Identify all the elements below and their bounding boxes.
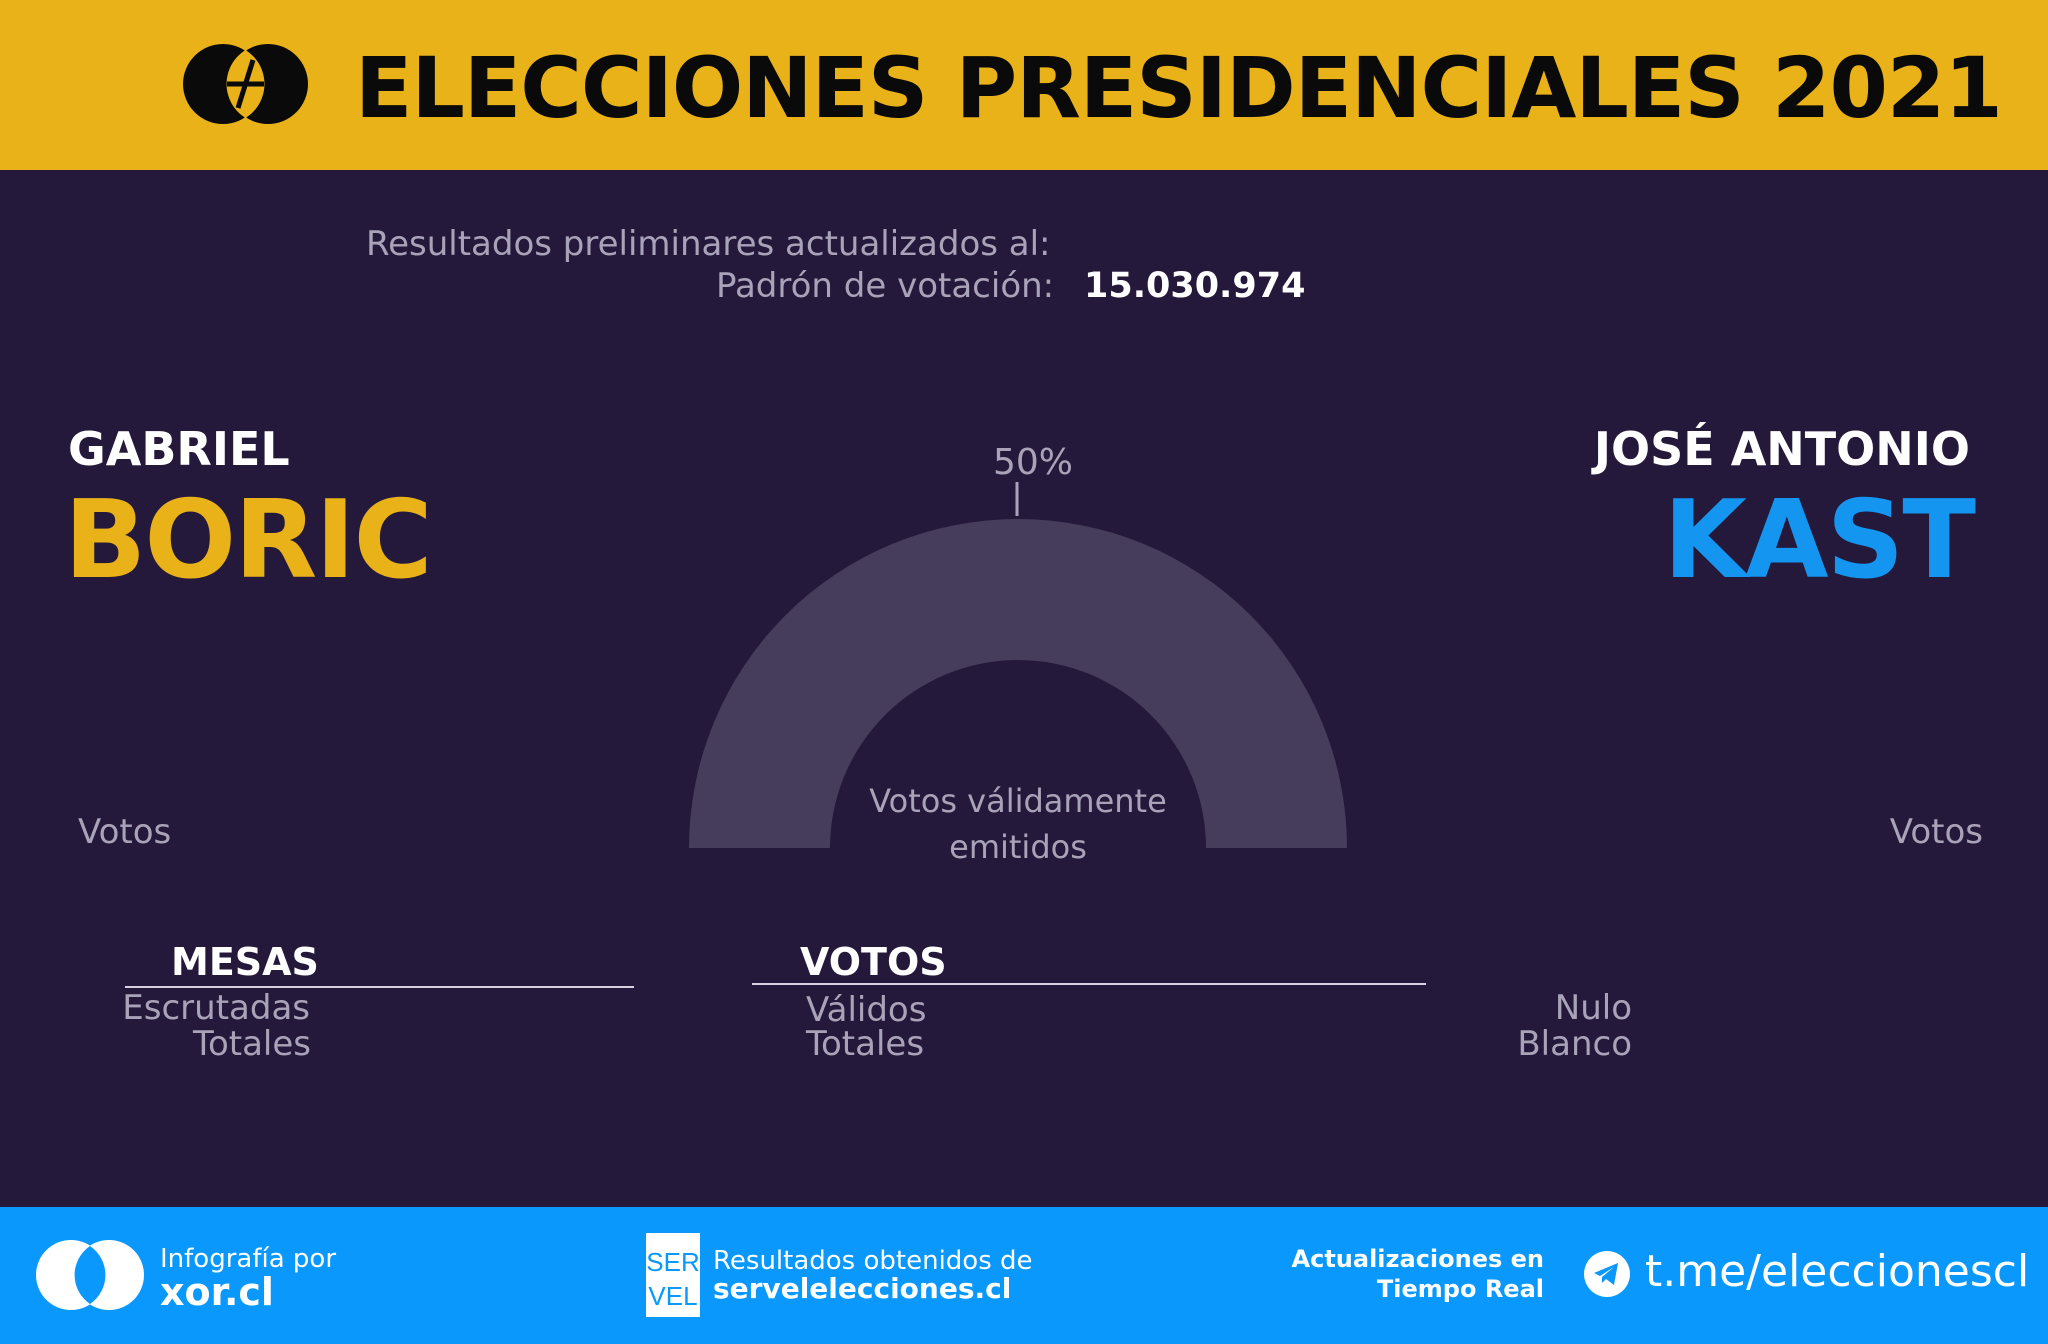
telegram-icon[interactable] — [1584, 1251, 1630, 1297]
mesas-divider — [125, 986, 634, 988]
page-title: ELECCIONES PRESIDENCIALES 2021 — [355, 39, 2003, 137]
mesas-escrutadas-label: Escrutadas — [122, 988, 310, 1028]
votos-validos-label: Válidos — [806, 990, 927, 1030]
servel-logo-icon: SER VEL — [646, 1233, 700, 1317]
left-candidate-first-name: GABRIEL — [68, 422, 290, 476]
infografia-label: Infografía por — [160, 1244, 337, 1274]
resultados-label: Resultados obtenidos de — [713, 1246, 1033, 1276]
gauge-center-label-line1: Votos válidamente — [869, 782, 1167, 820]
votos-totales-label: Totales — [806, 1024, 925, 1064]
mesas-totales-label: Totales — [192, 1024, 311, 1064]
svg-text:SER: SER — [646, 1247, 699, 1277]
svg-text:VEL: VEL — [648, 1281, 697, 1311]
left-candidate-last-name: BORIC — [64, 478, 433, 603]
gauge-half-label: 50% — [993, 442, 1074, 483]
mesas-title: MESAS — [171, 940, 319, 984]
actualizaciones-line2: Tiempo Real — [1376, 1275, 1544, 1303]
actualizaciones-label: Actualizaciones en Tiempo Real — [1230, 1244, 1544, 1304]
servel-link[interactable]: servelelecciones.cl — [713, 1272, 1012, 1305]
xor-link[interactable]: xor.cl — [160, 1270, 274, 1314]
left-candidate-votes-label: Votos — [78, 812, 172, 852]
venn-slash-logo-icon — [183, 44, 308, 124]
padron-value: 15.030.974 — [1084, 266, 1306, 306]
footer-bar — [0, 1207, 2048, 1344]
gauge-center-label-line2: emitidos — [949, 828, 1087, 866]
header-bar — [0, 0, 2048, 170]
votos-divider — [752, 983, 1426, 985]
xor-logo-icon — [36, 1240, 144, 1310]
votos-nulo-label: Nulo — [1554, 988, 1632, 1028]
gauge-center-label: Votos válidamente emitidos — [868, 778, 1168, 870]
right-candidate-last-name: KAST — [1663, 478, 1976, 603]
right-candidate-votes-label: Votos — [1889, 812, 1983, 852]
telegram-link[interactable]: t.me/eleccionescl — [1645, 1246, 2030, 1297]
votos-blanco-label: Blanco — [1517, 1024, 1632, 1064]
updated-label: Resultados preliminares actualizados al: — [366, 224, 1051, 264]
padron-label: Padrón de votación: — [716, 266, 1055, 306]
votos-title: VOTOS — [800, 940, 947, 984]
right-candidate-first-name: JOSÉ ANTONIO — [1593, 422, 1970, 476]
actualizaciones-line1: Actualizaciones en — [1291, 1245, 1544, 1273]
